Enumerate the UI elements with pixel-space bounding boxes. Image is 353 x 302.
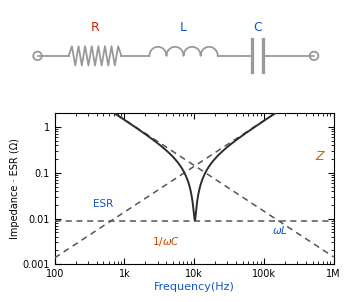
Y-axis label: Impedance · ESR (Ω): Impedance · ESR (Ω) <box>10 138 19 239</box>
Text: R: R <box>91 21 100 34</box>
Text: ESR: ESR <box>92 199 113 209</box>
X-axis label: Frequency(Hz): Frequency(Hz) <box>154 282 235 292</box>
Text: $\omega L$: $\omega L$ <box>272 224 288 236</box>
Text: C: C <box>253 21 262 34</box>
Text: L: L <box>180 21 187 34</box>
Text: $1/\omega C$: $1/\omega C$ <box>152 235 180 248</box>
Text: Z: Z <box>316 150 324 163</box>
